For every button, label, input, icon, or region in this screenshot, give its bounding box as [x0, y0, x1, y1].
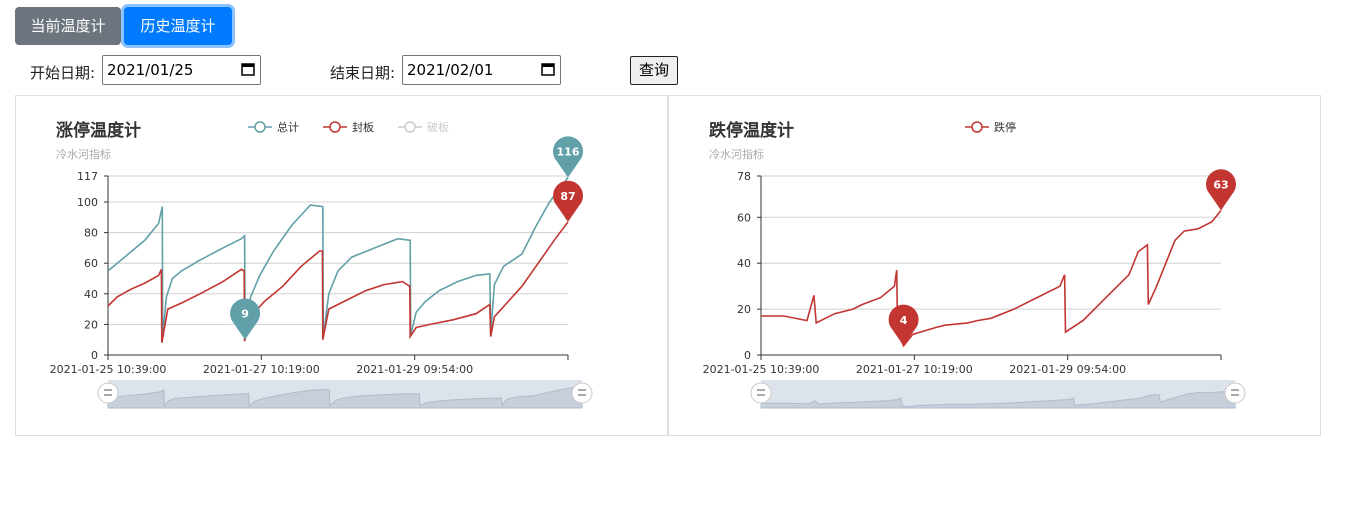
marker-label: 9: [241, 308, 249, 321]
marker-pin: 63: [1206, 169, 1236, 211]
marker-pin-shape: [553, 136, 583, 178]
legend-item[interactable]: 总计: [248, 120, 299, 134]
legend-item[interactable]: 破板: [398, 120, 449, 134]
datazoom-preview: [107, 385, 583, 409]
datazoom-handle-right[interactable]: [571, 382, 593, 404]
legend-label: 跌停: [994, 120, 1016, 134]
chart-title: 跌停温度计: [709, 120, 794, 141]
x-tick-label: 2021-01-27 10:19:00: [203, 363, 320, 376]
datazoom-handle-icon: [571, 382, 593, 404]
y-tick-label: 40: [84, 288, 98, 301]
y-tick-label: 0: [744, 349, 751, 362]
legend-symbol: [329, 121, 341, 133]
x-tick-label: 2021-01-27 10:19:00: [856, 363, 973, 376]
legend-symbol: [971, 121, 983, 133]
x-tick-label: 2021-01-25 10:39:00: [703, 363, 820, 376]
query-button[interactable]: 查询: [630, 56, 678, 85]
y-tick-label: 20: [737, 303, 751, 316]
marker-pin: 9: [230, 298, 261, 340]
y-tick-label: 100: [77, 196, 98, 209]
calendar-icon[interactable]: [541, 62, 555, 76]
marker-pin: 116: [553, 136, 583, 178]
start-date-input[interactable]: 2021/01/25: [102, 55, 261, 85]
marker-label: 63: [1213, 178, 1228, 191]
legend-item[interactable]: 跌停: [965, 120, 1016, 134]
limit-down-chart-panel: 跌停温度计冷水河指标 跌停 0 20 40 60 78 2021-01-25 10:39:00…: [668, 95, 1321, 436]
datazoom-preview: [760, 389, 1236, 409]
datazoom-handle-icon: [97, 382, 119, 404]
end-date-input[interactable]: 2021/02/01: [402, 55, 561, 85]
datazoom-handle-left[interactable]: [97, 382, 119, 404]
y-tick-label: 60: [737, 211, 751, 224]
marker-pin-shape: [230, 298, 261, 340]
start-date-value: 2021/01/25: [107, 61, 194, 79]
series-line-跌停: [761, 209, 1222, 348]
legend-label: 封板: [352, 120, 374, 134]
series-line-封板: [107, 221, 569, 343]
x-tick-label: 2021-01-25 10:39:00: [50, 363, 167, 376]
tab-history-thermometer[interactable]: 历史温度计: [124, 7, 232, 45]
y-tick-label: 117: [77, 170, 98, 183]
end-date-label: 结束日期:: [330, 64, 396, 82]
datazoom-handle-right[interactable]: [1224, 382, 1246, 404]
y-tick-label: 80: [84, 227, 98, 240]
marker-pin: 4: [888, 304, 919, 346]
x-tick-label: 2021-01-29 09:54:00: [356, 363, 473, 376]
marker-pin: 87: [553, 180, 583, 222]
y-tick-label: 60: [84, 257, 98, 270]
marker-label: 116: [557, 146, 580, 159]
tab-current-thermometer[interactable]: 当前温度计: [15, 7, 121, 45]
y-tick-label: 78: [737, 170, 751, 183]
end-date-value: 2021/02/01: [407, 61, 494, 79]
y-tick-label: 40: [737, 257, 751, 270]
calendar-icon[interactable]: [241, 62, 255, 76]
marker-label: 4: [900, 314, 908, 327]
datazoom-handle-icon: [1224, 382, 1246, 404]
legend-label: 总计: [277, 120, 299, 134]
limit-up-chart-panel: 涨停温度计冷水河指标 总计 封板 破板 0 20 40 60 80 100 117 2021-01-2…: [15, 95, 668, 436]
legend-item[interactable]: 封板: [323, 120, 374, 134]
marker-pin-shape: [553, 180, 583, 222]
y-tick-label: 0: [91, 349, 98, 362]
chart-subtitle: 冷水河指标: [709, 147, 764, 161]
legend-symbol: [254, 121, 266, 133]
x-tick-label: 2021-01-29 09:54:00: [1009, 363, 1126, 376]
datazoom-handle-icon: [750, 382, 772, 404]
chart-subtitle: 冷水河指标: [56, 147, 111, 161]
marker-label: 87: [560, 190, 575, 203]
chart-title: 涨停温度计: [56, 120, 141, 141]
start-date-label: 开始日期:: [30, 64, 96, 82]
marker-pin-shape: [888, 304, 919, 346]
legend-symbol: [404, 121, 416, 133]
datazoom-handle-left[interactable]: [750, 382, 772, 404]
legend-label: 破板: [427, 120, 449, 134]
marker-pin-shape: [1206, 169, 1236, 211]
y-tick-label: 20: [84, 318, 98, 331]
